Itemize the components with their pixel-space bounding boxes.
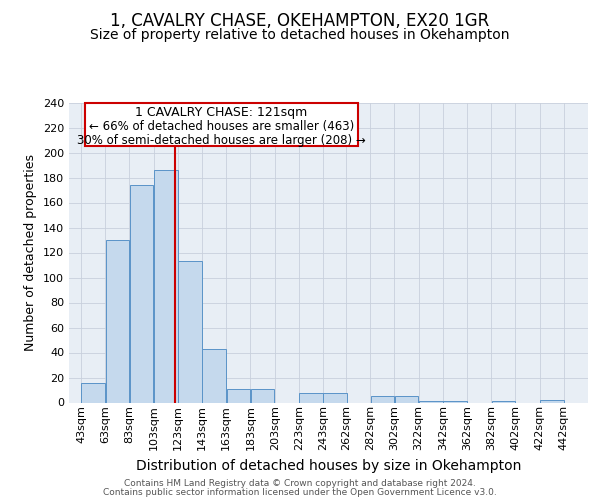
- Text: 1 CAVALRY CHASE: 121sqm: 1 CAVALRY CHASE: 121sqm: [136, 106, 308, 120]
- Bar: [443, 401, 467, 402]
- Bar: [419, 401, 443, 402]
- Bar: [178, 261, 202, 402]
- Y-axis label: Number of detached properties: Number of detached properties: [25, 154, 37, 351]
- Text: 30% of semi-detached houses are larger (208) →: 30% of semi-detached houses are larger (…: [77, 134, 366, 146]
- Bar: [130, 185, 154, 402]
- Bar: [540, 400, 563, 402]
- FancyBboxPatch shape: [85, 102, 358, 146]
- Text: Contains HM Land Registry data © Crown copyright and database right 2024.: Contains HM Land Registry data © Crown c…: [124, 478, 476, 488]
- Text: Contains public sector information licensed under the Open Government Licence v3: Contains public sector information licen…: [103, 488, 497, 497]
- Bar: [491, 401, 515, 402]
- Bar: [202, 349, 226, 403]
- X-axis label: Distribution of detached houses by size in Okehampton: Distribution of detached houses by size …: [136, 458, 521, 472]
- Bar: [299, 392, 323, 402]
- Bar: [371, 396, 394, 402]
- Bar: [82, 382, 105, 402]
- Bar: [323, 392, 347, 402]
- Bar: [106, 240, 129, 402]
- Text: 1, CAVALRY CHASE, OKEHAMPTON, EX20 1GR: 1, CAVALRY CHASE, OKEHAMPTON, EX20 1GR: [110, 12, 490, 30]
- Bar: [251, 389, 274, 402]
- Text: ← 66% of detached houses are smaller (463): ← 66% of detached houses are smaller (46…: [89, 120, 354, 133]
- Text: Size of property relative to detached houses in Okehampton: Size of property relative to detached ho…: [90, 28, 510, 42]
- Bar: [395, 396, 418, 402]
- Bar: [154, 170, 178, 402]
- Bar: [227, 389, 250, 402]
